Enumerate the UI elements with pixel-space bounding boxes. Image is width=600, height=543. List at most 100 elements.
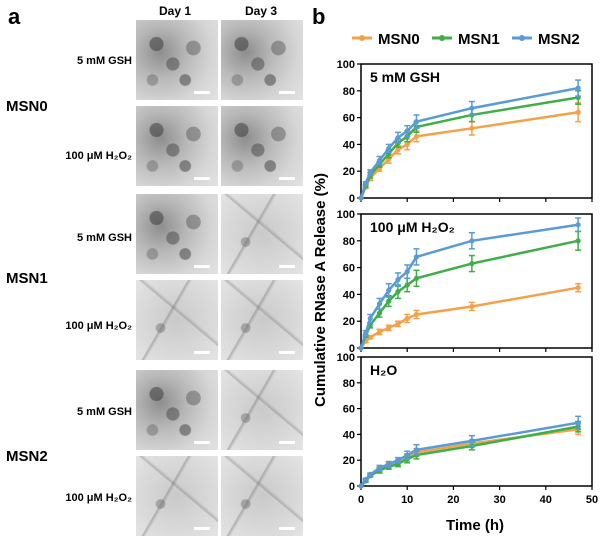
data-point [358, 345, 364, 351]
scale-bar [279, 351, 295, 354]
data-point [376, 467, 383, 474]
data-point [386, 287, 392, 293]
tem-image [221, 194, 303, 274]
x-tick-label: 40 [540, 494, 552, 506]
data-point [363, 478, 369, 484]
chart-panel: 0 20 40 60 80 100 5 mM GSH [337, 59, 593, 205]
y-tick-label: 100 [337, 209, 355, 221]
data-point [404, 269, 410, 275]
data-point [376, 165, 383, 172]
chart-panel: 0 20 40 60 80 100 0 10 20 30 40 50 H₂O [337, 352, 598, 506]
data-point [395, 289, 401, 295]
data-point [413, 119, 420, 125]
tem-image [221, 106, 303, 186]
data-point [386, 325, 392, 331]
data-point [363, 338, 369, 344]
data-point [575, 85, 581, 91]
y-tick-label: 0 [349, 481, 355, 493]
tem-image [136, 456, 218, 536]
data-point [358, 345, 364, 351]
data-point [404, 315, 410, 322]
column-header-day3: Day 3 [244, 4, 278, 18]
data-point [469, 438, 475, 444]
y-tick-label: 40 [343, 289, 355, 301]
data-point [395, 461, 401, 467]
scale-bar [194, 91, 210, 94]
data-point [376, 157, 383, 164]
series-line [359, 223, 579, 349]
y-tick-label: 80 [343, 378, 355, 390]
y-tick-label: 20 [343, 166, 355, 178]
data-point [363, 478, 369, 484]
data-point [575, 238, 581, 244]
data-point [404, 456, 410, 462]
data-point [413, 133, 420, 139]
data-point [386, 156, 392, 162]
scale-bar [279, 441, 295, 444]
condition-label-h2o2: 100 μM H₂O₂ [65, 320, 132, 332]
data-point [363, 330, 369, 336]
data-point [358, 195, 364, 201]
y-tick-label: 60 [343, 113, 355, 125]
condition-label-gsh: 5 mM GSH [76, 406, 132, 418]
data-point [363, 183, 369, 189]
tem-image [136, 280, 218, 360]
data-point [367, 473, 373, 479]
legend-marker [439, 35, 445, 41]
data-point [395, 457, 401, 463]
scale-bar [279, 527, 295, 530]
series-line [360, 425, 579, 487]
tem-image [221, 370, 303, 450]
scale-bar [194, 527, 210, 530]
data-point [469, 440, 475, 447]
data-point [363, 476, 369, 483]
data-point [363, 333, 369, 339]
data-point [367, 334, 373, 340]
data-point [358, 483, 364, 489]
data-point [469, 125, 475, 131]
data-point [413, 452, 420, 458]
legend-marker [519, 35, 525, 41]
data-point [404, 282, 410, 288]
series-line [359, 111, 579, 199]
data-point [386, 145, 392, 152]
series-line [359, 286, 579, 349]
data-point [367, 471, 373, 477]
data-point [386, 464, 392, 470]
x-tick-label: 30 [493, 494, 505, 506]
data-point [367, 473, 373, 479]
tem-image [221, 20, 303, 100]
column-header-day1: Day 1 [158, 4, 192, 18]
x-tick-label: 10 [401, 494, 413, 506]
scale-bar [194, 265, 210, 268]
condition-label-h2o2: 100 μM H₂O₂ [65, 150, 132, 162]
data-point [413, 449, 420, 456]
legend-label: MSN1 [458, 31, 500, 48]
data-point [358, 483, 364, 489]
data-point [413, 124, 420, 130]
data-point [363, 184, 369, 190]
tem-image [221, 280, 303, 360]
scale-bar [194, 441, 210, 444]
legend-label: MSN0 [378, 31, 420, 48]
data-point [413, 311, 420, 318]
panel-condition-label: 100 μM H₂O₂ [370, 219, 455, 235]
scale-bar [279, 177, 295, 180]
data-point [376, 301, 383, 307]
series-line [359, 86, 579, 199]
material-label-msn1: MSN1 [6, 270, 48, 287]
data-point [395, 147, 401, 153]
data-point [575, 94, 581, 101]
y-tick-label: 100 [337, 352, 355, 364]
chart-panel: 0 20 40 60 80 100 100 μM H₂O₂ [337, 209, 593, 355]
panel-a-letter: a [8, 4, 21, 29]
legend-marker [359, 35, 365, 41]
series-line [359, 239, 579, 349]
scale-bar [194, 177, 210, 180]
x-tick-label: 50 [586, 494, 598, 506]
y-tick-label: 40 [343, 139, 355, 151]
data-point [469, 105, 475, 111]
data-point [575, 424, 581, 430]
data-point [469, 443, 475, 449]
data-point [575, 420, 581, 426]
